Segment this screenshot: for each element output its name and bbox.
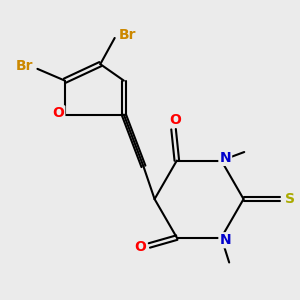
Text: S: S [285,192,295,206]
Text: O: O [169,113,181,127]
Text: O: O [52,106,64,120]
Text: N: N [219,233,231,247]
Text: O: O [134,240,146,254]
Text: Br: Br [119,28,136,42]
Text: N: N [219,151,231,165]
Text: Br: Br [16,59,33,73]
